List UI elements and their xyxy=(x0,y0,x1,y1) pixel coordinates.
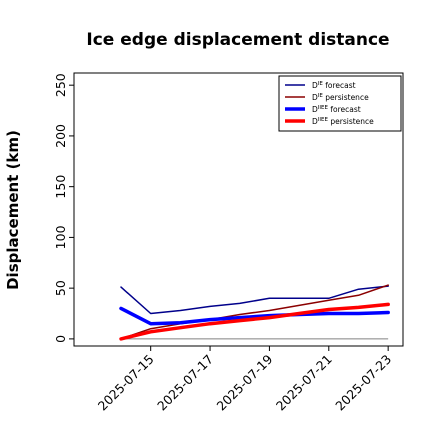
x-tick-label: 2025-07-21 xyxy=(273,352,335,414)
y-tick-label: 0 xyxy=(53,335,68,343)
series-line-d-iiee-persistence xyxy=(119,302,390,341)
legend-label: DIE forecast xyxy=(312,81,356,90)
y-axis-label: Displacement (km) xyxy=(4,130,22,290)
legend-label: DIIEE persistence xyxy=(312,117,374,126)
chart-title: Ice edge displacement distance xyxy=(86,30,389,50)
y-tick-label: 150 xyxy=(53,175,68,199)
plot-frame xyxy=(73,72,404,347)
x-tick-label: 2025-07-19 xyxy=(214,351,276,413)
legend-label: DIIEE forecast xyxy=(312,105,361,114)
series-line-d-iiee-forecast xyxy=(119,306,390,326)
legend-label: DIE persistence xyxy=(312,93,369,102)
y-tick-label: 100 xyxy=(53,225,68,249)
legend: DIE forecast DIE persistence DIIEE forecas… xyxy=(278,75,402,132)
y-tick-label: 200 xyxy=(53,124,68,148)
x-tick-label: 2025-07-15 xyxy=(95,352,157,414)
x-tick-label: 2025-07-23 xyxy=(332,352,394,414)
plot-area: 0501001502002502025-07-152025-07-172025-… xyxy=(53,72,404,414)
y-tick-label: 50 xyxy=(53,280,68,296)
series-line-d-ie-persistence xyxy=(120,284,389,340)
y-tick-label: 250 xyxy=(53,73,68,97)
x-tick-label: 2025-07-17 xyxy=(154,352,216,414)
series-line-d-ie-forecast xyxy=(120,285,389,315)
